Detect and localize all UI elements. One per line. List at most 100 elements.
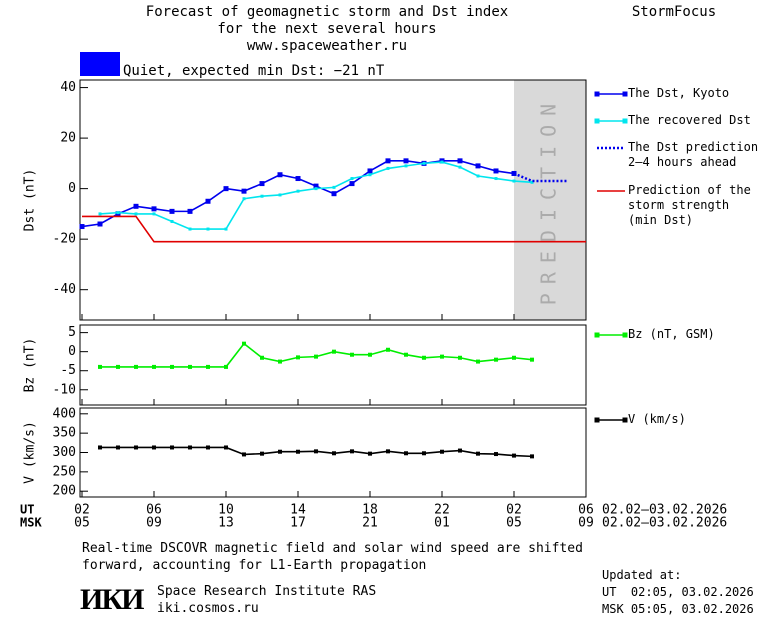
legend-label: The Dst prediction 2–4 hours ahead <box>628 140 759 169</box>
x-tick-label: 09 <box>146 516 162 531</box>
y-tick-label: 0 <box>68 181 76 196</box>
marker <box>422 451 426 456</box>
marker <box>368 451 372 456</box>
marker <box>368 352 372 357</box>
series-line <box>513 172 568 183</box>
y-tick-label: 250 <box>53 464 76 479</box>
marker <box>116 445 120 450</box>
marker <box>242 452 246 457</box>
y-tick-label: 200 <box>53 484 76 499</box>
marker <box>314 187 318 191</box>
marker <box>187 208 193 214</box>
y-axis-label: V (km/s) <box>23 421 38 484</box>
prediction-band <box>514 80 586 320</box>
marker <box>530 180 534 184</box>
marker <box>440 449 444 454</box>
marker <box>206 445 210 450</box>
updated-line: Updated at: <box>602 568 682 582</box>
marker <box>386 166 390 170</box>
legend-label: Prediction of the storm strength (min Ds… <box>628 183 751 227</box>
marker <box>530 357 534 362</box>
marker <box>350 177 354 181</box>
marker <box>260 355 264 360</box>
site: iki.cosmos.ru <box>157 601 259 616</box>
marker <box>98 212 102 216</box>
marker <box>224 364 228 369</box>
marker <box>278 449 282 454</box>
y-tick-label: 0 <box>68 344 76 359</box>
updated-line: MSK 05:05, 03.02.2026 <box>602 602 754 616</box>
date-range: 02.02–03.02.2026 <box>602 503 727 518</box>
logo: ИКИ <box>80 583 144 616</box>
legend-label: The recovered Dst <box>628 113 751 127</box>
marker <box>475 163 481 169</box>
marker <box>206 364 210 369</box>
marker <box>242 197 246 201</box>
marker <box>331 191 337 197</box>
marker <box>170 219 174 223</box>
marker <box>368 173 372 177</box>
y-tick-label: -40 <box>53 282 76 297</box>
marker <box>313 183 319 189</box>
legend-label: The Dst, Kyoto <box>628 86 730 100</box>
marker <box>170 364 174 369</box>
marker <box>440 160 444 164</box>
marker <box>476 174 480 178</box>
legend-marker <box>622 118 628 124</box>
legend-marker <box>622 332 628 338</box>
series-line <box>99 161 533 230</box>
x-tick-label: 14 <box>290 503 306 518</box>
marker <box>458 165 462 169</box>
marker <box>512 355 516 360</box>
marker <box>530 454 534 459</box>
x-tick-label: 02 <box>74 503 90 518</box>
marker <box>332 451 336 456</box>
legend-marker <box>622 91 628 97</box>
prediction-label: PREDICTION <box>537 95 561 305</box>
marker <box>260 194 264 198</box>
marker <box>404 451 408 456</box>
x-tick-label: 01 <box>434 516 450 531</box>
legend-marker <box>594 332 600 338</box>
marker <box>188 364 192 369</box>
marker <box>403 158 409 164</box>
x-tick-label: 17 <box>290 516 306 531</box>
time-row-label: UT <box>20 503 34 517</box>
marker <box>295 176 301 182</box>
y-tick-label: 350 <box>53 426 76 441</box>
x-tick-label: 21 <box>362 516 378 531</box>
marker <box>188 227 192 231</box>
marker <box>296 449 300 454</box>
x-tick-label: 06 <box>578 503 594 518</box>
marker <box>116 211 120 215</box>
marker <box>97 221 103 227</box>
marker <box>278 359 282 364</box>
updated-line: UT 02:05, 03.02.2026 <box>602 585 754 599</box>
marker <box>277 172 283 178</box>
x-tick-label: 22 <box>434 503 450 518</box>
series-line <box>81 160 515 228</box>
plot-frame <box>79 324 587 406</box>
y-tick-label: 40 <box>60 80 76 95</box>
marker <box>205 198 211 204</box>
marker <box>241 188 247 194</box>
legend-marker <box>594 417 600 423</box>
marker <box>224 445 228 450</box>
legend-marker <box>594 91 600 97</box>
marker <box>206 227 210 231</box>
title-line: Forecast of geomagnetic storm and Dst in… <box>146 4 508 20</box>
legend-label: Bz (nT, GSM) <box>628 327 715 341</box>
marker <box>494 452 498 457</box>
institute: Space Research Institute RAS <box>157 584 377 599</box>
marker <box>422 355 426 360</box>
x-tick-label: 05 <box>506 516 522 531</box>
x-tick-label: 02 <box>506 503 522 518</box>
legend-label: V (km/s) <box>628 412 686 426</box>
y-axis-label: Dst (nT) <box>23 169 38 232</box>
marker <box>457 158 463 164</box>
marker <box>188 445 192 450</box>
marker <box>494 177 498 181</box>
marker <box>260 451 264 456</box>
marker <box>494 357 498 362</box>
marker <box>296 355 300 360</box>
